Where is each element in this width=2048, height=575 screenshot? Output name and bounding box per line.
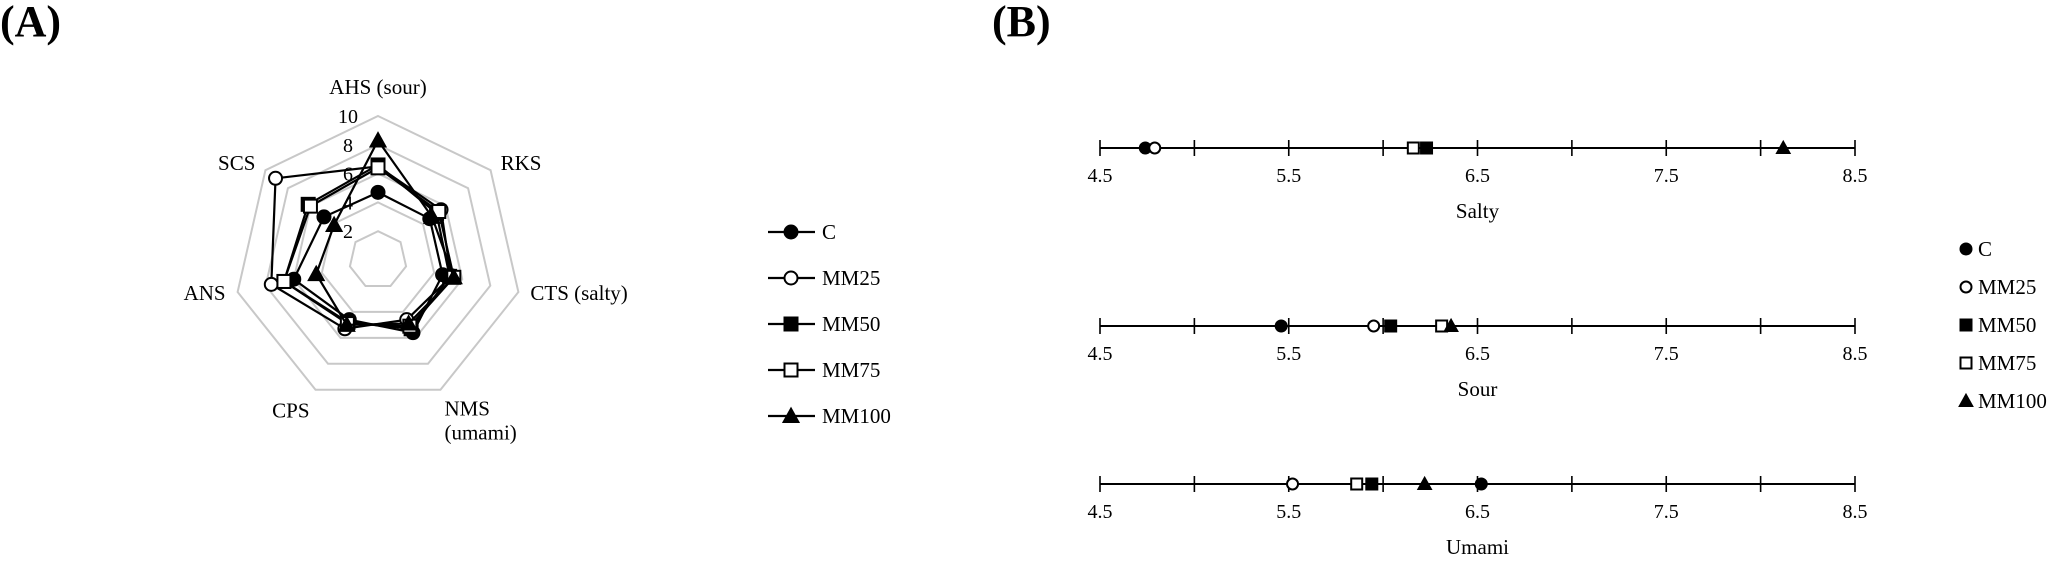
legend-label: MM25 xyxy=(822,266,880,290)
legend-label: MM50 xyxy=(822,312,880,336)
legend-marker xyxy=(783,362,799,378)
legend-marker xyxy=(783,224,799,240)
dot-tick-label: 7.5 xyxy=(1654,343,1679,365)
dot-tick-label: 5.5 xyxy=(1276,165,1301,187)
radar-data-point xyxy=(370,160,386,176)
dot-tick-label: 7.5 xyxy=(1654,165,1679,187)
legend-label: MM50 xyxy=(1978,313,2036,337)
dot-tick-label: 7.5 xyxy=(1654,501,1679,523)
dot-row-label: Salty xyxy=(1456,199,1500,223)
dot-data-point xyxy=(1274,319,1288,333)
radar-tick-label: 8 xyxy=(343,135,353,157)
dot-tick-label: 6.5 xyxy=(1465,343,1490,365)
radar-gridline xyxy=(348,230,408,287)
legend-label: C xyxy=(822,220,836,244)
radar-chart: 2 4 6 8 10 AHS (sour) RKS CTS (salty) NMS (umami)… xyxy=(184,75,628,445)
dot-data-point xyxy=(1474,477,1488,491)
radar-data-point xyxy=(368,131,388,148)
dot-data-point xyxy=(1384,319,1398,333)
radar-data-point xyxy=(276,273,292,289)
legend-marker xyxy=(781,406,801,423)
dot-tick-label: 8.5 xyxy=(1843,501,1868,523)
dot-tick-label: 4.5 xyxy=(1088,165,1113,187)
radar-data-point xyxy=(337,315,356,332)
radar-axis-label: SCS xyxy=(218,151,255,175)
radar-series-line xyxy=(315,138,456,326)
radar-tick-label: 2 xyxy=(343,221,353,243)
dot-data-point xyxy=(1416,475,1433,491)
dot-data-point xyxy=(1148,141,1162,155)
radar-legend: C MM25 MM50 MM75 MM100 xyxy=(768,220,891,428)
legend-label: MM100 xyxy=(1978,389,2047,413)
dot-plot-legend: C MM25 MM50 MM75 MM100 xyxy=(1958,237,2047,413)
radar-axis-label: NMS (umami) xyxy=(444,397,516,445)
radar-gridline xyxy=(292,172,464,339)
legend-label: MM100 xyxy=(822,404,891,428)
radar-data-point xyxy=(268,170,284,186)
dot-tick-label: 5.5 xyxy=(1276,343,1301,365)
dot-plot-chart: 4.5 5.5 6.5 7.5 8.5 Salty 4.5 5.5 6.5 7.5 8.5 Sour 4… xyxy=(1088,139,1868,559)
legend-label: C xyxy=(1978,237,1992,261)
legend-marker xyxy=(1959,242,1973,256)
radar-tick-label: 6 xyxy=(343,164,353,186)
dot-row-label: Umami xyxy=(1446,535,1509,559)
panel-b-label: (B) xyxy=(992,0,1051,46)
dot-data-point xyxy=(1443,317,1459,333)
legend-marker xyxy=(1959,280,1973,294)
radar-data-point xyxy=(302,198,318,214)
legend-marker xyxy=(1958,392,1974,408)
radar-axis-label: CPS xyxy=(272,399,309,423)
radar-series-line xyxy=(270,165,453,330)
dot-data-point xyxy=(1365,477,1379,491)
dot-data-point xyxy=(1406,141,1420,155)
dot-tick-label: 6.5 xyxy=(1465,501,1490,523)
radar-data-point xyxy=(399,314,418,331)
radar-gridline xyxy=(236,114,520,391)
dot-data-point xyxy=(1350,477,1364,491)
dot-data-point xyxy=(1286,477,1300,491)
dot-tick-label: 8.5 xyxy=(1843,165,1868,187)
dot-tick-label: 4.5 xyxy=(1088,343,1113,365)
radar-data-point xyxy=(316,209,332,225)
radar-axis-label: RKS xyxy=(501,151,542,175)
radar-gridline xyxy=(264,143,492,365)
dot-tick-label: 5.5 xyxy=(1276,501,1301,523)
legend-marker xyxy=(783,270,799,286)
radar-axis-label: AHS (sour) xyxy=(329,75,426,99)
panel-a-label: (A) xyxy=(0,0,62,46)
legend-label: MM75 xyxy=(1978,351,2036,375)
radar-data-point xyxy=(444,267,463,285)
radar-tick-label: 10 xyxy=(338,106,358,128)
legend-marker xyxy=(1959,318,1973,332)
radar-data-point xyxy=(263,276,279,292)
dot-tick-label: 8.5 xyxy=(1843,343,1868,365)
dot-data-point xyxy=(1367,319,1381,333)
radar-data-point xyxy=(325,215,344,232)
dot-tick-label: 4.5 xyxy=(1088,501,1113,523)
radar-data-point xyxy=(307,264,326,282)
legend-marker xyxy=(1959,356,1973,370)
legend-marker xyxy=(783,316,799,332)
dot-data-point xyxy=(1775,139,1792,155)
legend-label: MM25 xyxy=(1978,275,2036,299)
dot-row-label: Sour xyxy=(1458,377,1498,401)
radar-gridline xyxy=(320,201,436,313)
radar-data-point xyxy=(370,184,386,200)
dot-tick-label: 6.5 xyxy=(1465,165,1490,187)
radar-axis-label: CTS (salty) xyxy=(530,281,627,305)
radar-tick-label: 4 xyxy=(343,192,353,214)
radar-axis-label: ANS xyxy=(184,281,226,305)
radar-data-point xyxy=(422,207,442,224)
dot-data-point xyxy=(1420,141,1434,155)
legend-label: MM75 xyxy=(822,358,880,382)
